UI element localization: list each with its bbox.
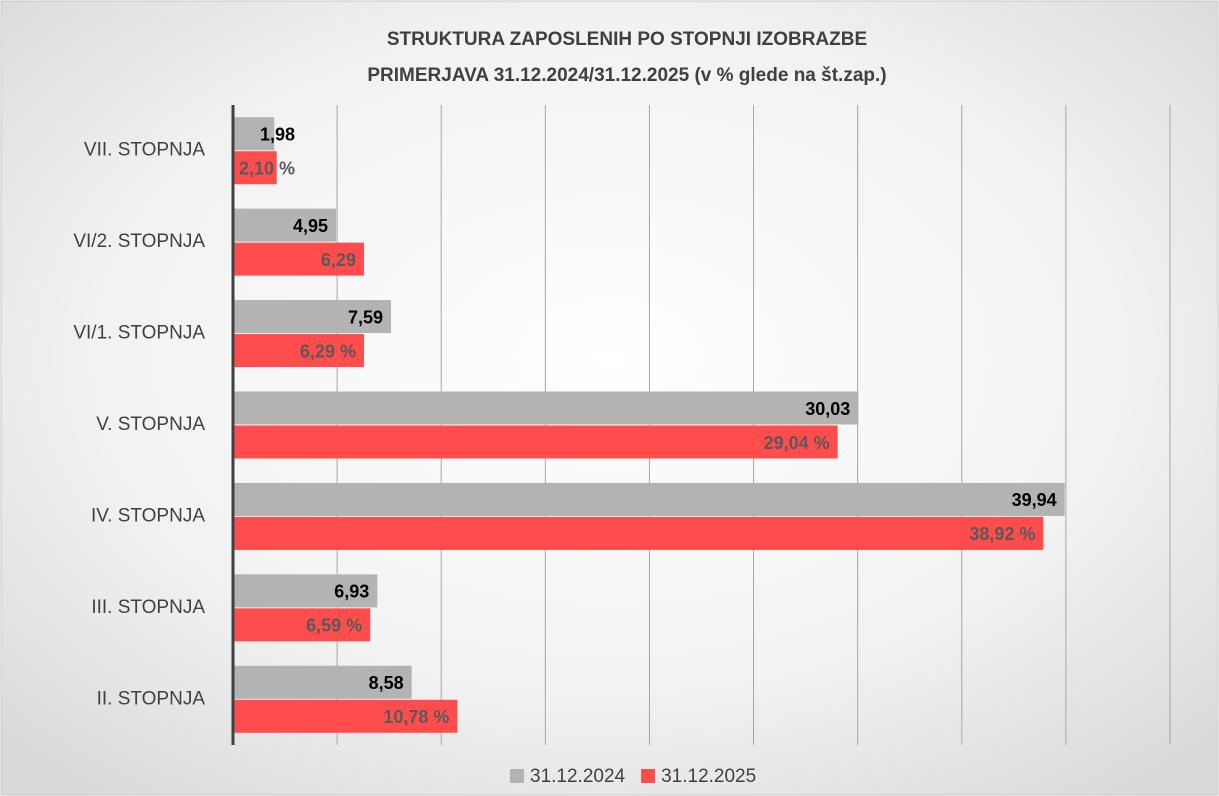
data-label: 6,29 % [300, 341, 356, 361]
y-tick-label: II. STOPNJA [97, 688, 206, 709]
bar [233, 665, 412, 699]
data-label: 6,93 [334, 582, 369, 602]
data-label: 6,59 % [306, 616, 362, 636]
data-label: 30,03 [805, 399, 850, 419]
bar [233, 151, 277, 185]
bar [233, 699, 458, 733]
y-tick-label: VI/2. STOPNJA [73, 231, 205, 252]
legend-swatch [510, 769, 524, 783]
legend-label: 31.12.2025 [661, 766, 756, 787]
bar [233, 334, 364, 368]
chart-title: STRUKTURA ZAPOSLENIH PO STOPNJI IZOBRAZB… [387, 29, 867, 50]
data-label: 29,04 % [764, 433, 830, 453]
bar [233, 117, 275, 151]
data-label: 6,29 [321, 250, 356, 270]
data-label: 1,98 [260, 124, 295, 144]
y-tick-label: VII. STOPNJA [84, 140, 205, 161]
bar [233, 574, 378, 608]
legend-swatch [641, 769, 656, 783]
y-tick-label: III. STOPNJA [91, 597, 205, 618]
bar [233, 300, 392, 334]
y-tick-label: VI/1. STOPNJA [73, 323, 205, 344]
y-tick-label: V. STOPNJA [96, 414, 205, 435]
data-label: 39,94 [1012, 490, 1057, 510]
data-label: 4,95 [293, 216, 328, 236]
bar [233, 516, 1044, 550]
chart-subtitle: PRIMERJAVA 31.12.2024/31.12.2025 (v % gl… [367, 65, 886, 86]
bar [233, 608, 371, 642]
legend-label: 31.12.2024 [530, 766, 626, 787]
data-label: 8,58 [369, 673, 404, 693]
data-label: 7,59 [348, 307, 383, 327]
bar [233, 391, 859, 425]
data-label: 10,78 % [383, 707, 449, 727]
bar [233, 425, 838, 459]
data-label: 2,10 % [239, 158, 295, 178]
y-tick-label: IV. STOPNJA [91, 505, 205, 526]
bar [233, 208, 337, 242]
bar [233, 242, 364, 276]
data-label: 38,92 % [969, 524, 1035, 544]
bar [233, 482, 1065, 516]
